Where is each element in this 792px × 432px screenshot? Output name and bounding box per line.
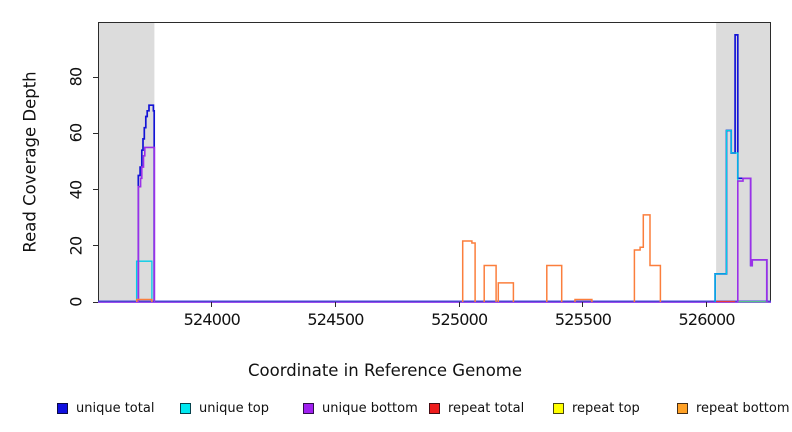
x-tick xyxy=(458,302,460,307)
x-axis-title: Coordinate in Reference Genome xyxy=(247,361,523,380)
y-tick xyxy=(93,301,98,303)
x-tick xyxy=(706,302,708,307)
y-tick-label: 20 xyxy=(66,236,86,256)
shaded-region xyxy=(716,22,771,302)
legend-item-unique-total: unique total xyxy=(57,402,154,415)
x-tick xyxy=(211,302,213,307)
legend-item-unique-top: unique top xyxy=(180,402,269,415)
series-unique-top xyxy=(135,129,739,302)
y-axis-title: Read Coverage Depth xyxy=(20,71,40,253)
legend-swatch-icon xyxy=(553,403,564,414)
legend-swatch-icon xyxy=(303,403,314,414)
plot-border xyxy=(98,22,771,302)
x-tick xyxy=(582,302,584,307)
legend-item-unique-bottom: unique bottom xyxy=(303,402,418,415)
legend-label: repeat bottom xyxy=(696,401,790,416)
y-tick-label: 0 xyxy=(66,297,86,307)
legend-item-repeat-top: repeat top xyxy=(553,402,640,415)
legend-label: repeat total xyxy=(448,401,525,416)
legend-item-repeat-bottom: repeat bottom xyxy=(677,402,790,415)
legend-swatch-icon xyxy=(57,403,68,414)
y-tick xyxy=(93,132,98,134)
coverage-plot-svg xyxy=(98,22,771,304)
y-tick-label: 40 xyxy=(66,180,86,199)
legend-swatch-icon xyxy=(429,403,440,414)
x-tick-label: 524500 xyxy=(307,310,364,329)
legend-label: repeat top xyxy=(572,401,640,416)
x-tick-label: 525000 xyxy=(431,310,488,329)
x-tick-label: 524000 xyxy=(183,310,241,329)
series-unique-bottom xyxy=(137,146,768,302)
legend-item-repeat-total: repeat total xyxy=(429,402,524,415)
x-tick xyxy=(335,302,337,307)
y-tick xyxy=(93,76,98,78)
x-tick-label: 525500 xyxy=(554,310,612,329)
legend-label: unique bottom xyxy=(322,401,418,416)
y-tick xyxy=(93,245,98,247)
y-tick-label: 60 xyxy=(66,123,86,143)
legend-label: unique total xyxy=(76,401,155,416)
y-tick-label: 80 xyxy=(66,67,86,87)
x-tick-label: 526000 xyxy=(678,310,736,329)
y-tick xyxy=(93,189,98,191)
series-repeat-bottom xyxy=(136,214,662,302)
legend-label: unique top xyxy=(199,401,270,416)
shaded-region xyxy=(98,22,155,302)
legend-swatch-icon xyxy=(180,403,191,414)
legend-swatch-icon xyxy=(677,403,688,414)
series-unique-total xyxy=(137,34,768,302)
